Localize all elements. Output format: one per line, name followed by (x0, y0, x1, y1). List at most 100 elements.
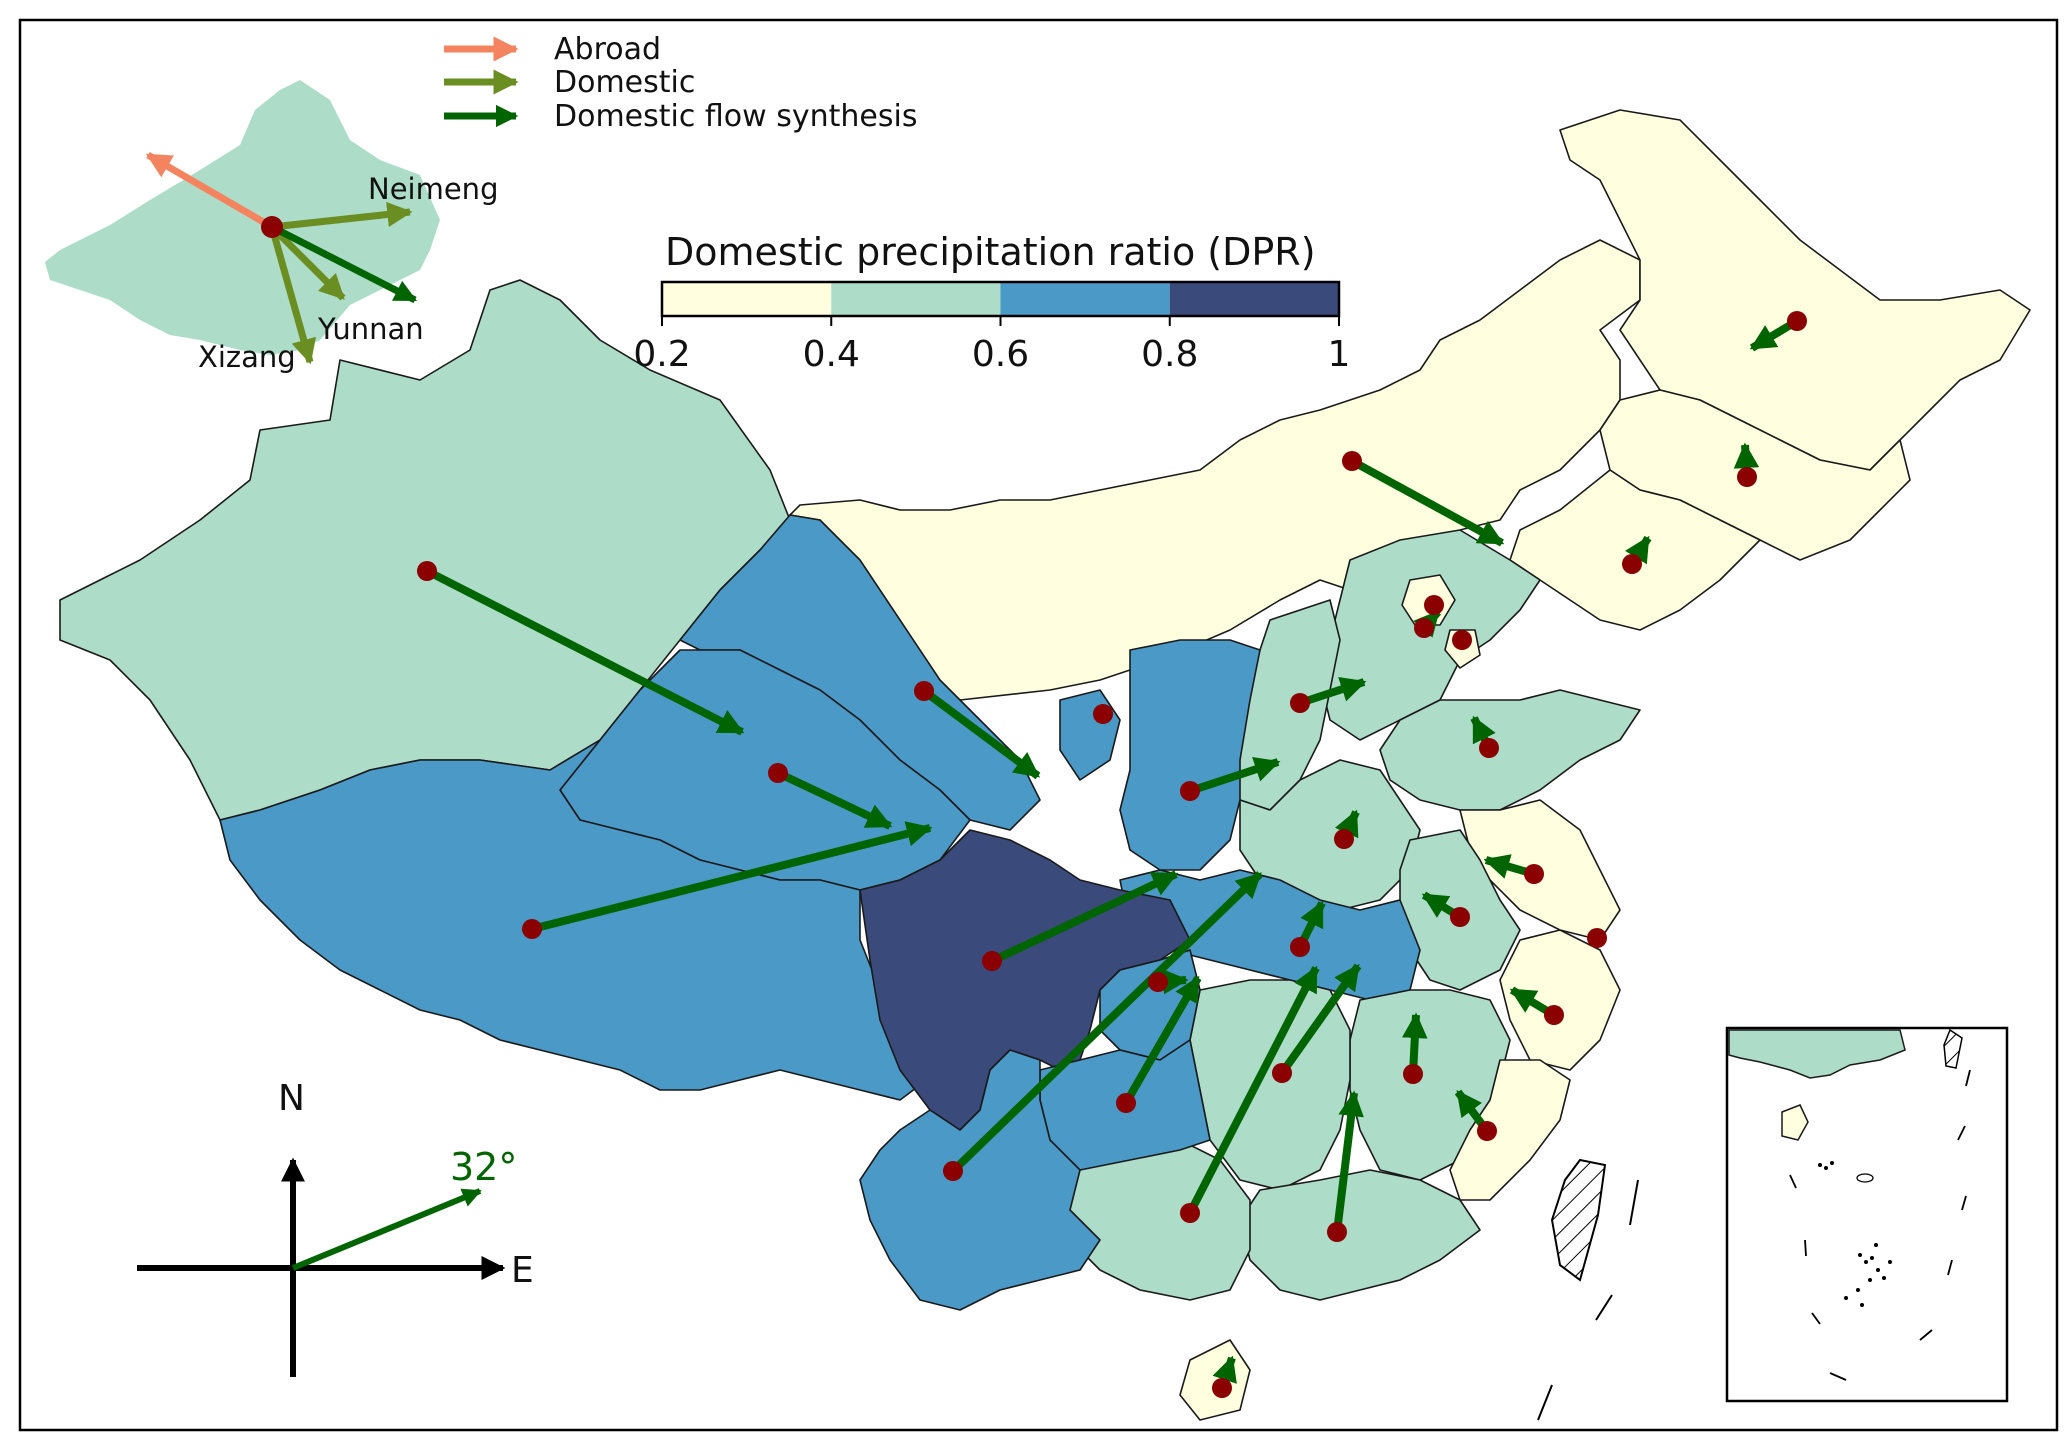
source-dot (1093, 704, 1113, 724)
inset-islands (1818, 1161, 1892, 1307)
source-dot (1450, 907, 1470, 927)
xinjiang-inset: Neimeng Yunnan Xizang (45, 80, 498, 374)
flow-arrow-shanxi (1298, 677, 1367, 707)
flow-arrow-shaanxi (1188, 757, 1281, 795)
region-shaanxi (1119, 639, 1261, 871)
region-yunnan (859, 1049, 1101, 1311)
region-guangdong (1239, 1169, 1481, 1301)
source-dot (1787, 311, 1807, 331)
region-hainan (1179, 1339, 1251, 1421)
source-dot (943, 1161, 963, 1181)
source-dot (1424, 595, 1444, 615)
region-shandong (1379, 689, 1641, 811)
flow-arrow-yunnan (950, 871, 1263, 1174)
source-dot-layer (417, 311, 1807, 1398)
flow-arrow-xizang (531, 821, 933, 933)
colorbar-bin (1169, 282, 1339, 316)
legend: Abroad Domestic Domestic flow synthesis (444, 32, 917, 134)
source-dot (1148, 972, 1168, 992)
source-dot (1737, 467, 1757, 487)
domestic-arrow-neimeng (271, 201, 413, 231)
compass-angle-label: 32° (450, 1145, 517, 1189)
inset-frame (1725, 1026, 2009, 1403)
compass-east-label: E (511, 1250, 534, 1291)
region-inner-mongolia (789, 239, 1641, 701)
domestic-arrow-yunnan (269, 224, 346, 301)
flow-arrow-inner-mongolia (1350, 457, 1505, 547)
source-dot (1479, 738, 1499, 758)
inset-label-yunnan: Yunnan (317, 312, 424, 346)
inset-coast (1728, 1029, 1906, 1079)
boundary-dashes (1537, 1179, 1639, 1421)
flow-arrow-guangxi (1186, 965, 1320, 1215)
region-ningxia (1059, 689, 1121, 781)
source-dot (1334, 829, 1354, 849)
source-dot (1452, 630, 1472, 650)
legend-label: Domestic (554, 65, 695, 100)
abroad-arrow (145, 151, 274, 231)
source-dot (982, 951, 1002, 971)
inset-nine-dash-line (1789, 1069, 1971, 1381)
compass-north-label: N (278, 1078, 305, 1119)
legend-item-synthesis: Domestic flow synthesis (444, 99, 917, 134)
source-dot (1622, 554, 1642, 574)
flow-arrow-guangdong (1333, 1090, 1364, 1233)
source-dot (1477, 1121, 1497, 1141)
flow-arrow-hunan (1278, 963, 1362, 1076)
synthesis-arrow (270, 223, 417, 304)
source-dot (1116, 1093, 1136, 1113)
source-dot (1290, 693, 1310, 713)
colorbar-bin (831, 282, 1001, 316)
source-dot (1272, 1063, 1292, 1083)
source-dot (1290, 937, 1310, 957)
domestic-arrow-xizang (268, 226, 316, 365)
inset-taiwan (1943, 1028, 1963, 1069)
colorbar-tick-label: 1 (1328, 334, 1351, 375)
inset-label-neimeng: Neimeng (368, 172, 498, 206)
source-dot (1524, 864, 1544, 884)
inset-source-dot (261, 216, 283, 238)
inset-label-xizang: Xizang (198, 340, 296, 374)
source-dot (914, 681, 934, 701)
source-dot (1342, 451, 1362, 471)
colorbar-ticks: 0.2 0.4 0.6 0.8 1 (633, 316, 1350, 375)
colorbar-bins (662, 282, 1339, 316)
flow-arrow-sichuan (990, 870, 1179, 965)
source-dot (1180, 781, 1200, 801)
source-dot (1212, 1378, 1232, 1398)
flow-arrow-gansu (921, 687, 1041, 780)
compass: N E 32° (137, 1078, 534, 1377)
source-dot (1414, 618, 1434, 638)
flow-arrow-xinjiang (425, 567, 745, 736)
source-dot (1587, 928, 1607, 948)
compass-direction-arrow (291, 1188, 482, 1271)
flow-arrow-guizhou (1122, 975, 1202, 1105)
region-taiwan (1550, 1158, 1607, 1282)
colorbar-bin (1000, 282, 1170, 316)
colorbar-tick-label: 0.4 (803, 334, 860, 375)
map-frame (18, 18, 2059, 1432)
source-dot (1180, 1203, 1200, 1223)
legend-label: Domestic flow synthesis (554, 99, 917, 134)
colorbar-tick-label: 0.6 (972, 334, 1029, 375)
source-dot (1327, 1222, 1347, 1242)
colorbar: Domestic precipitation ratio (DPR) 0.2 0.… (633, 230, 1350, 375)
region-zhejiang (1499, 929, 1621, 1071)
legend-item-domestic: Domestic (444, 65, 695, 100)
inset-arrows (145, 151, 417, 365)
colorbar-tick-label: 0.8 (1141, 334, 1198, 375)
legend-item-abroad: Abroad (444, 32, 661, 67)
source-dot (1544, 1005, 1564, 1025)
legend-label: Abroad (554, 32, 661, 67)
source-dot (768, 763, 788, 783)
inset-hainan (1781, 1104, 1809, 1141)
source-dot (417, 561, 437, 581)
source-dot (1403, 1064, 1423, 1084)
south-china-sea-inset (1725, 1026, 2009, 1403)
colorbar-tick-label: 0.2 (633, 334, 690, 375)
source-dot (522, 919, 542, 939)
flow-arrow-qinghai (776, 769, 893, 830)
colorbar-bin (662, 282, 832, 316)
colorbar-title: Domestic precipitation ratio (DPR) (665, 230, 1316, 274)
